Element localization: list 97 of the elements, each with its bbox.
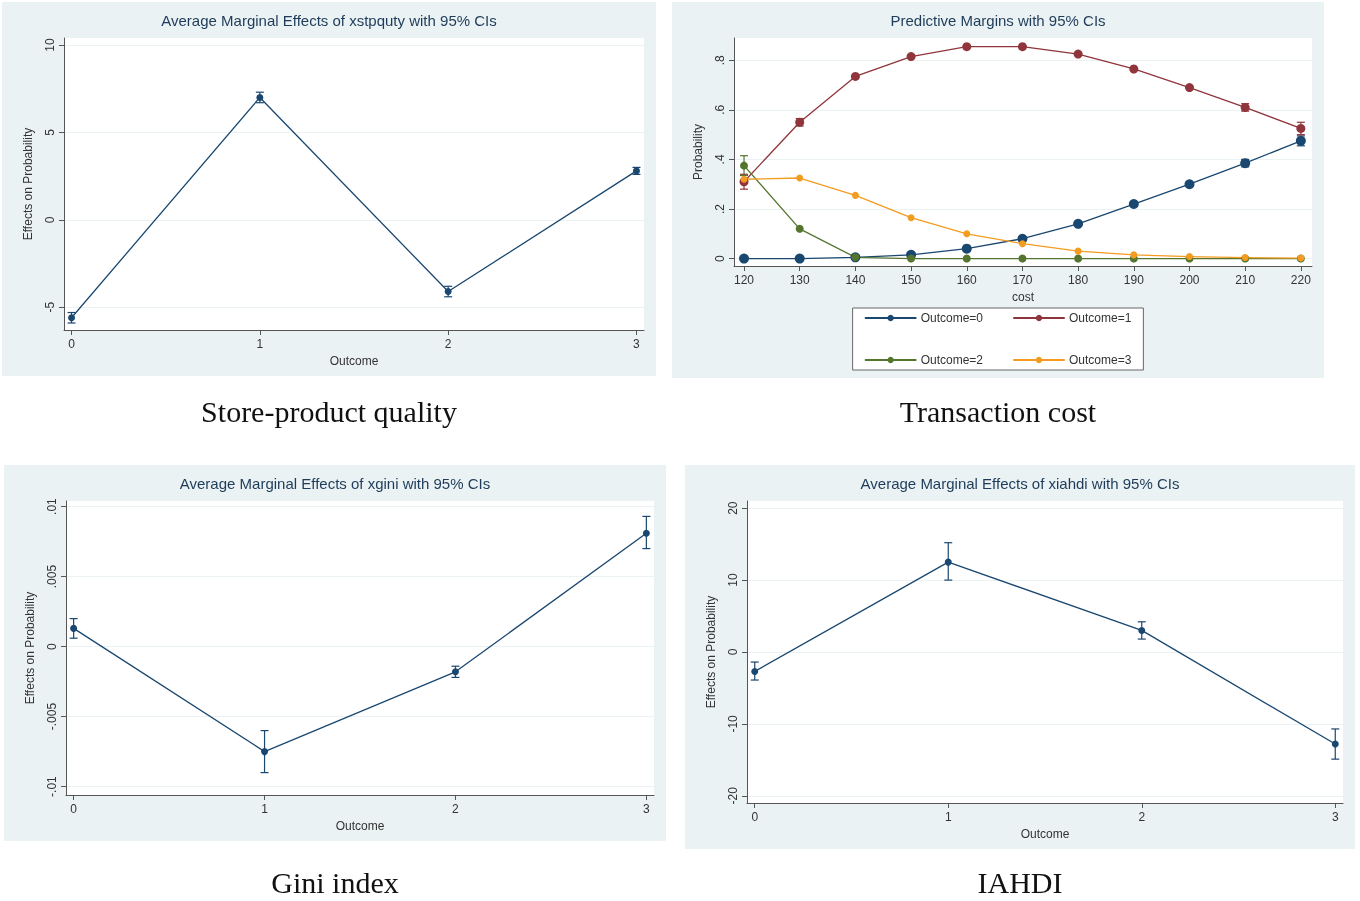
point — [739, 253, 750, 264]
chart-title: Average Marginal Effects of xgini with 95% CIs — [179, 475, 491, 492]
x-tick-label: 200 — [1179, 273, 1200, 287]
point — [1129, 64, 1139, 74]
x-tick-label: 0 — [751, 810, 759, 824]
x-tick-label: 3 — [643, 802, 651, 816]
y-tick-label: 0 — [726, 648, 740, 656]
y-tick-label: .005 — [45, 564, 59, 589]
chart-title: Predictive Margins with 95% CIs — [890, 12, 1106, 29]
x-tick-label: 3 — [633, 337, 641, 351]
x-tick-label: 120 — [734, 273, 755, 287]
x-tick-label: 180 — [1068, 273, 1089, 287]
y-axis-title: Effects on Probability — [23, 591, 37, 705]
chart-title: Average Marginal Effects of xstpquty with 95% CIs — [161, 12, 497, 29]
x-tick-label: 160 — [956, 273, 978, 287]
legend-label: Outcome=3 — [1069, 353, 1132, 367]
point — [906, 52, 916, 62]
point — [963, 230, 971, 238]
y-tick-label: -5 — [43, 301, 57, 313]
legend-label: Outcome=2 — [920, 353, 984, 367]
y-axis-title: Effects on Probability — [21, 127, 35, 241]
point — [1138, 626, 1146, 634]
point — [796, 174, 804, 182]
y-tick-label: 5 — [43, 128, 57, 136]
point — [1184, 179, 1195, 190]
point — [1185, 83, 1194, 93]
point — [261, 748, 269, 756]
x-axis-title: Outcome — [329, 353, 379, 368]
x-axis-title: Outcome — [335, 818, 385, 833]
x-tick-label: 1 — [256, 337, 264, 351]
point — [944, 558, 952, 566]
point — [1073, 218, 1084, 229]
point — [740, 161, 749, 170]
point — [70, 624, 78, 632]
text: IAHDI — [976, 866, 1064, 900]
y-tick-label: .8 — [713, 54, 727, 66]
y-tick-label: .6 — [713, 104, 727, 115]
point — [642, 529, 650, 537]
y-tick-label: 0 — [43, 216, 57, 224]
x-tick-label: 220 — [1290, 273, 1312, 287]
point — [740, 175, 748, 183]
point — [851, 191, 859, 199]
y-tick-label: -10 — [726, 714, 740, 733]
text: Store-product quality — [200, 395, 458, 429]
point — [1073, 49, 1083, 59]
x-tick-label: 190 — [1123, 273, 1145, 287]
point — [1331, 740, 1339, 748]
point — [1017, 42, 1027, 52]
point — [1130, 251, 1138, 259]
x-tick-label: 2 — [1138, 810, 1146, 824]
x-tick-label: 0 — [70, 802, 78, 816]
x-axis-title: cost — [1011, 289, 1035, 304]
y-tick-label: 10 — [726, 573, 740, 587]
x-tick-label: 2 — [444, 337, 452, 351]
point — [907, 254, 916, 263]
point — [1128, 199, 1139, 210]
y-tick-label: .2 — [713, 203, 727, 215]
point — [907, 214, 915, 222]
x-tick-label: 1 — [944, 810, 952, 824]
text: Gini index — [270, 866, 400, 900]
y-tick-label: -.005 — [45, 702, 59, 731]
legend-label: Outcome=1 — [1069, 311, 1132, 325]
y-tick-label: 0 — [713, 254, 727, 262]
x-tick-label: 210 — [1235, 273, 1256, 287]
y-tick-label: 20 — [726, 501, 740, 515]
point — [794, 253, 805, 264]
y-axis-title: Effects on Probability — [704, 595, 718, 709]
y-tick-label: 0 — [45, 642, 59, 650]
legend-label: Outcome=0 — [920, 311, 984, 325]
point — [1074, 254, 1083, 263]
point — [1296, 123, 1306, 133]
point — [850, 71, 860, 81]
point — [1018, 240, 1026, 248]
point — [751, 667, 759, 675]
point — [1074, 247, 1082, 255]
chart-title: Average Marginal Effects of xiahdi with 95% CIs — [860, 475, 1180, 492]
text: Transaction cost — [898, 395, 1098, 429]
y-tick-label: .4 — [713, 154, 727, 165]
x-tick-label: 1 — [261, 802, 269, 816]
x-tick-label: 0 — [68, 337, 76, 351]
x-tick-label: 150 — [901, 273, 922, 287]
point — [795, 224, 804, 233]
x-tick-label: 130 — [789, 273, 811, 287]
x-tick-label: 3 — [1331, 810, 1339, 824]
x-axis-title: Outcome — [1020, 826, 1070, 841]
point — [961, 243, 972, 254]
point — [962, 254, 971, 263]
y-tick-label: -20 — [726, 786, 740, 805]
y-tick-label: .01 — [45, 497, 59, 515]
point — [962, 42, 972, 52]
y-tick-label: -.01 — [45, 775, 59, 797]
x-tick-label: 2 — [452, 802, 460, 816]
y-tick-label: 10 — [43, 38, 57, 52]
x-tick-label: 170 — [1012, 273, 1033, 287]
point — [1018, 254, 1027, 263]
y-axis-title: Probability — [691, 123, 705, 181]
x-tick-label: 140 — [845, 273, 866, 287]
